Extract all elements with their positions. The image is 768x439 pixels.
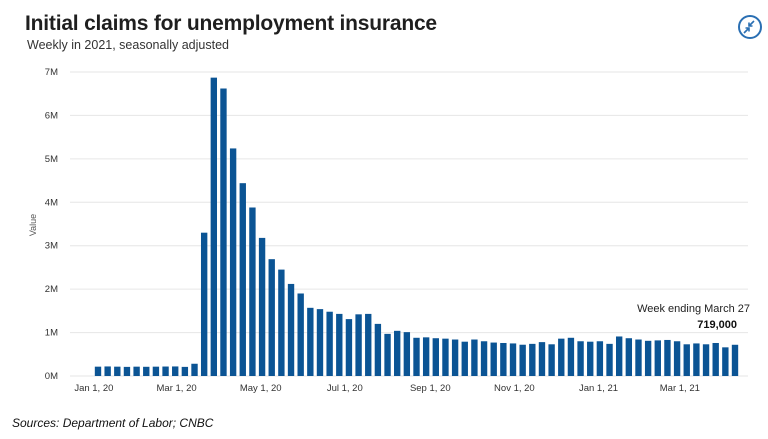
bar xyxy=(625,338,633,376)
bar xyxy=(664,339,671,376)
y-tick-label: 1M xyxy=(45,328,58,339)
bar xyxy=(210,77,218,376)
bar xyxy=(307,307,314,376)
bar xyxy=(94,366,102,376)
bar xyxy=(239,183,246,376)
y-tick-label: 6M xyxy=(45,110,58,121)
bar xyxy=(181,366,189,376)
bar xyxy=(442,338,449,376)
x-tick-label: Mar 1, 20 xyxy=(157,383,197,394)
bar xyxy=(529,343,536,376)
bar xyxy=(644,340,652,376)
bar xyxy=(162,366,169,376)
annotation-label: Week ending March 27 xyxy=(637,303,750,315)
bar xyxy=(355,314,362,376)
bar xyxy=(693,343,700,376)
bar xyxy=(587,341,594,376)
bar xyxy=(114,366,121,376)
bar xyxy=(413,337,420,376)
bar xyxy=(297,293,304,376)
bar xyxy=(673,341,681,376)
bar xyxy=(471,339,478,376)
bar xyxy=(519,344,526,376)
bar xyxy=(635,339,642,376)
bar xyxy=(422,337,430,376)
annotation-value: 719,000 xyxy=(697,319,737,331)
bar xyxy=(702,344,710,376)
bar xyxy=(249,207,256,376)
bars xyxy=(94,77,739,376)
y-tick-label: 2M xyxy=(45,284,58,295)
bar xyxy=(731,344,739,376)
bar xyxy=(538,342,546,376)
bar xyxy=(229,148,237,376)
bar xyxy=(432,338,439,376)
bar xyxy=(394,330,401,376)
bar xyxy=(384,333,391,376)
bar xyxy=(548,344,555,376)
bar xyxy=(172,366,179,376)
y-tick-label: 5M xyxy=(45,154,58,165)
bar xyxy=(403,332,411,376)
y-tick-label: 3M xyxy=(45,241,58,252)
bar xyxy=(509,343,517,376)
bar xyxy=(191,363,198,376)
bar xyxy=(712,342,719,376)
bar xyxy=(133,366,140,376)
bar xyxy=(722,347,729,376)
x-tick-label: May 1, 20 xyxy=(240,383,282,394)
source-note: Sources: Department of Labor; CNBC xyxy=(12,416,214,430)
x-tick-label: Sep 1, 20 xyxy=(410,383,451,394)
collapse-arrows-icon xyxy=(743,20,755,34)
x-axis-ticks: Jan 1, 20 Mar 1, 20 May 1, 20 Jul 1, 20 Sep … xyxy=(74,383,700,394)
bar xyxy=(606,343,613,376)
bar xyxy=(577,341,584,376)
bar xyxy=(336,313,343,376)
bar xyxy=(480,341,488,376)
bar xyxy=(490,342,497,376)
bar xyxy=(567,337,575,376)
chart-subtitle: Weekly in 2021, seasonally adjusted xyxy=(27,38,229,52)
bar xyxy=(374,323,382,376)
y-tick-label: 7M xyxy=(45,67,58,78)
bar xyxy=(461,341,468,376)
bar xyxy=(500,342,507,376)
x-tick-label: Jul 1, 20 xyxy=(327,383,363,394)
x-tick-label: Jan 1, 21 xyxy=(579,383,618,394)
bar xyxy=(558,338,565,376)
bar xyxy=(345,319,353,376)
x-tick-label: Jan 1, 20 xyxy=(74,383,113,394)
bar xyxy=(123,366,131,376)
bar xyxy=(287,283,295,376)
bar xyxy=(683,344,690,376)
bar xyxy=(596,341,604,376)
bar xyxy=(654,340,661,376)
bar xyxy=(268,259,275,376)
y-tick-label: 0M xyxy=(45,371,58,382)
bar xyxy=(615,336,623,376)
bar xyxy=(451,339,459,376)
bar xyxy=(316,309,324,376)
y-tick-label: 4M xyxy=(45,197,58,208)
gridlines xyxy=(70,71,748,377)
x-tick-label: Nov 1, 20 xyxy=(494,383,535,394)
chart-title: Initial claims for unemployment insuranc… xyxy=(25,12,437,35)
bar xyxy=(258,237,266,376)
bar xyxy=(278,269,285,376)
bar xyxy=(152,366,160,376)
bar xyxy=(365,313,372,376)
bar xyxy=(220,88,227,376)
bar xyxy=(104,366,111,376)
x-tick-label: Mar 1, 21 xyxy=(660,383,700,394)
bar xyxy=(143,366,150,376)
bar xyxy=(200,232,208,376)
collapse-button[interactable] xyxy=(738,15,762,39)
y-axis-label: Value xyxy=(28,214,38,236)
y-axis-ticks: 0M 1M 2M 3M 4M 5M 6M 7M xyxy=(45,67,58,382)
bar xyxy=(326,311,333,376)
